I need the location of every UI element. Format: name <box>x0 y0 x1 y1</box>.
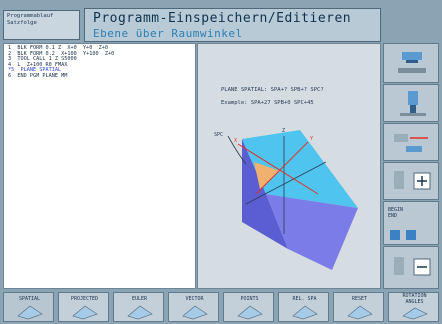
softkey-feed-toggle[interactable] <box>383 123 439 161</box>
spc-arc <box>227 135 247 165</box>
program-line[interactable]: 6 END PGM PLANE MM <box>8 72 68 79</box>
end-label: END <box>388 213 398 219</box>
help-example-text: Example: SPA+27 SPB+0 SPC+45 <box>221 100 314 106</box>
softkey-points[interactable]: POINTS <box>223 292 274 322</box>
spatial-plane-icon <box>17 305 43 320</box>
rel-spa-plane-icon <box>292 305 318 320</box>
softkey-begin-end-label: BEGIN END <box>388 207 403 219</box>
program-line[interactable]: 3 TOOL CALL 1 Z S5000 <box>8 56 77 63</box>
axis-label-y: Y <box>310 136 313 142</box>
tilted-axis-line <box>237 143 319 195</box>
feed-toggle-icon <box>394 134 428 152</box>
block-front-face <box>266 194 358 270</box>
vector-plane-icon <box>182 305 208 320</box>
softkey-rotation-angles[interactable]: ROTATION ANGLES <box>388 292 439 322</box>
program-line[interactable]: 4 L Z+100 R0 FMAX <box>8 61 68 68</box>
tool-axis-icon <box>400 91 426 116</box>
projected-plane-icon <box>72 305 98 320</box>
begin-label: BEGIN <box>388 207 404 213</box>
begin-end-icon <box>390 230 416 240</box>
axis-label-x: X <box>234 138 237 144</box>
softkey-reset[interactable]: RESET <box>333 292 384 322</box>
softkey-projected-label: PROJECTED <box>70 296 99 302</box>
help-graphic-panel: PLANE SPATIAL: SPA+? SPB+? SPC? Example:… <box>197 43 381 289</box>
axis-label-spc: SPC <box>214 132 223 138</box>
softkey-vector[interactable]: VECTOR <box>168 292 219 322</box>
mode-label-2: Satzfolge <box>7 20 37 26</box>
softkey-tool-axis[interactable] <box>383 84 439 122</box>
reset-plane-icon <box>347 305 373 320</box>
rotation-angles-icon <box>402 307 428 320</box>
page-title: Programm-Einspeichern/Editieren <box>93 11 352 26</box>
block-top-face <box>242 130 358 208</box>
program-line[interactable]: 1 BLK FORM 0.1 Z X+0 Y+0 Z+0 <box>8 45 108 51</box>
softkey-euler[interactable]: EULER <box>113 292 164 322</box>
softkey-rel-spa-label: REL. SPA <box>292 296 317 302</box>
softkey-spatial-label: SPATIAL <box>18 296 41 302</box>
tilted-plane-illustration: SPC X Y Z <box>214 128 358 270</box>
softkey-begin-end[interactable]: BEGIN END <box>383 201 439 245</box>
program-line[interactable]: 2 BLK FORM 0.2 X+100 Y+100 Z+0 <box>8 50 115 57</box>
softkey-decrease[interactable] <box>383 246 439 289</box>
softkey-machine-mode[interactable] <box>383 43 439 83</box>
program-editor[interactable]: 1 BLK FORM 0.1 Z X+0 Y+0 Z+0 2 BLK FORM … <box>3 43 196 289</box>
softkey-vector-label: VECTOR <box>185 296 204 302</box>
euler-plane-icon <box>127 305 153 320</box>
help-syntax-text: PLANE SPATIAL: SPA+? SPB+? SPC? <box>221 87 324 93</box>
angles-label: ANGLES <box>405 298 424 305</box>
header-title-box: Programm-Einspeichern/Editieren Ebene üb… <box>84 8 381 42</box>
softkey-increase[interactable] <box>383 162 439 200</box>
mode-label-1: Programmablauf <box>7 13 54 19</box>
rotation-label: ROTATION <box>402 293 427 299</box>
axis-label-z: Z <box>282 128 285 134</box>
horizontal-softkey-bar: SPATIAL PROJECTED EULER VECTOR POINTS RE… <box>3 292 439 322</box>
operating-mode-box[interactable]: Programmablauf Satzfolge <box>3 10 80 40</box>
program-line-active[interactable]: *5 PLANE SPATIAL <box>8 67 62 74</box>
tilted-axis-line-2 <box>255 141 309 195</box>
softkey-rel-spa[interactable]: REL. SPA <box>278 292 329 322</box>
minus-icon <box>394 257 431 276</box>
plus-icon <box>394 171 431 190</box>
page-subtitle: Ebene über Raumwinkel <box>93 27 243 40</box>
y-axis-line <box>245 161 327 205</box>
angle-triangle <box>254 162 280 189</box>
machine-icon <box>398 52 426 73</box>
softkey-euler-label: EULER <box>131 296 148 302</box>
vertical-softkey-bar: BEGIN END <box>383 43 439 289</box>
softkey-points-label: POINTS <box>240 296 259 302</box>
softkey-rotation-angles-label: ROTATION ANGLES <box>389 293 440 305</box>
softkey-reset-label: RESET <box>351 296 368 302</box>
softkey-spatial[interactable]: SPATIAL <box>3 292 54 322</box>
points-plane-icon <box>237 305 263 320</box>
softkey-projected[interactable]: PROJECTED <box>58 292 109 322</box>
